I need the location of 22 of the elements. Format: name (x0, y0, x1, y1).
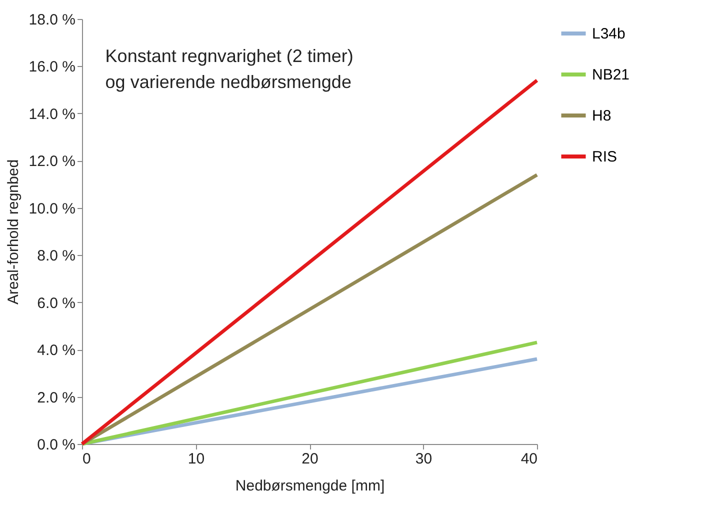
x-tick-label: 40 (520, 450, 538, 468)
legend-label: H8 (592, 108, 612, 124)
y-tick-label: 12.0 % (28, 153, 76, 170)
y-tick-label: 0.0 % (37, 436, 76, 454)
y-tick-label: 8.0 % (37, 248, 76, 265)
y-tick-label: 2.0 % (37, 389, 76, 406)
y-tick-label: 6.0 % (37, 294, 76, 312)
x-axis-title: Nedbørsmengde [mm] (235, 478, 385, 494)
x-tick-label: 0 (82, 450, 91, 468)
legend-label: NB21 (592, 66, 630, 84)
legend-label: RIS (592, 148, 618, 166)
x-tick-label: 30 (415, 450, 432, 468)
x-tick-label: 10 (188, 450, 205, 468)
y-tick-label: 14.0 % (28, 106, 76, 123)
y-axis-title: Areal-forhold regnbed (4, 159, 22, 305)
x-tick-label: 20 (302, 450, 318, 468)
y-tick-label: 18.0 % (28, 12, 76, 28)
y-tick-label: 16.0 % (28, 58, 76, 76)
y-tick-label: 4.0 % (37, 342, 76, 360)
legend-label: L34b (592, 26, 626, 42)
text: Konstant regnvarighet (2 timer) og varierende nedbørsmengde (105, 46, 354, 92)
y-tick-label: 10.0 % (28, 200, 76, 218)
